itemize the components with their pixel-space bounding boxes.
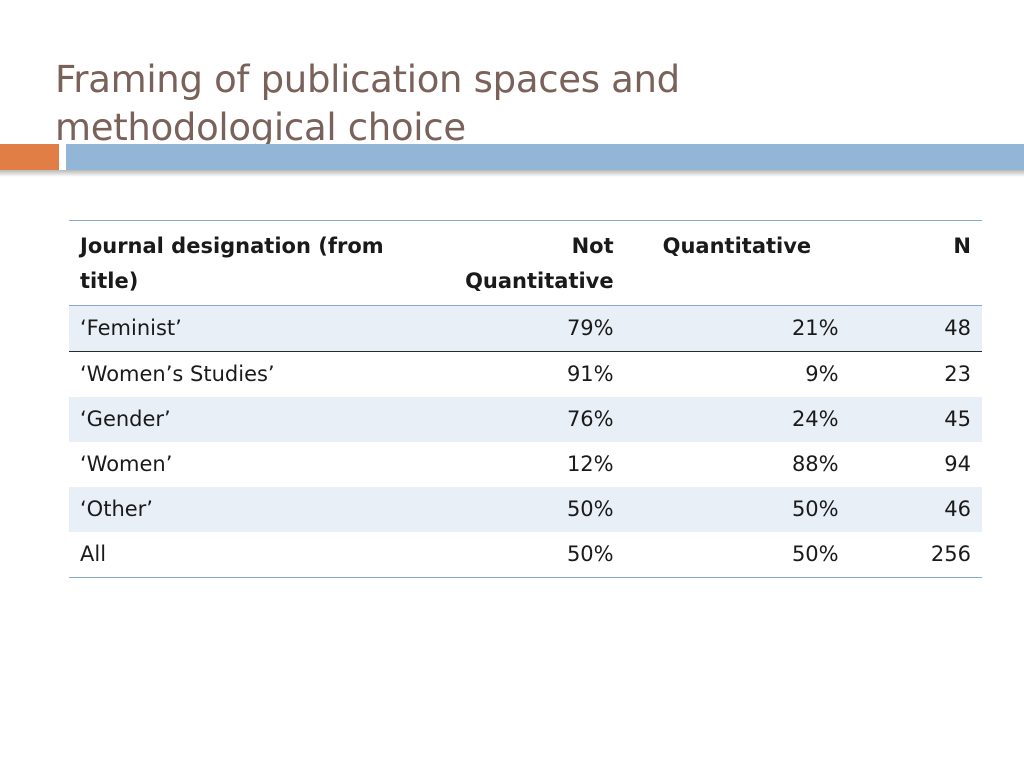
- cell-not-quantitative: 50%: [407, 487, 625, 532]
- cell-designation: ‘Feminist’: [69, 305, 408, 352]
- table-row: All 50% 50% 256: [69, 532, 982, 578]
- results-table: Journal designation (from title) Not Qua…: [69, 220, 982, 578]
- cell-not-quantitative: 79%: [407, 305, 625, 352]
- cell-not-quantitative: 76%: [407, 397, 625, 442]
- accent-bar-orange: [0, 144, 59, 170]
- cell-quantitative: 88%: [791, 452, 839, 476]
- cell-n: 45: [849, 397, 982, 442]
- cell-n: 94: [944, 452, 971, 476]
- cell-n: 48: [849, 305, 982, 352]
- slide-title: Framing of publication spaces and method…: [55, 58, 680, 149]
- accent-bar-shadow: [0, 170, 1024, 177]
- cell-designation: ‘Women’s Studies’: [80, 362, 275, 386]
- table-row: ‘Women’s Studies’ 91% 9% 23: [69, 352, 982, 398]
- header-journal-designation: Journal designation (from title): [69, 220, 408, 306]
- header-quantitative: Quantitative: [624, 220, 850, 306]
- cell-designation: ‘Women’: [80, 452, 173, 476]
- cell-n: 23: [944, 362, 971, 386]
- cell-quantitative: 21%: [624, 305, 850, 352]
- cell-quantitative: 50%: [624, 487, 850, 532]
- table-row: ‘Other’ 50% 50% 46: [69, 487, 982, 532]
- cell-quantitative: 24%: [624, 397, 850, 442]
- table-row: ‘Gender’ 76% 24% 45: [69, 397, 982, 442]
- cell-quantitative: 9%: [805, 362, 839, 386]
- table-header-row: Journal designation (from title) Not Qua…: [69, 220, 982, 306]
- cell-n: 256: [849, 532, 982, 578]
- cell-not-quantitative: 50%: [407, 532, 625, 578]
- cell-designation: ‘Gender’: [69, 397, 408, 442]
- cell-quantitative: 50%: [624, 532, 850, 578]
- header-not-quantitative: Not Quantitative: [407, 220, 625, 306]
- cell-designation: ‘Other’: [69, 487, 408, 532]
- cell-not-quantitative: 91%: [566, 362, 614, 386]
- cell-n: 46: [849, 487, 982, 532]
- table-row: ‘Feminist’ 79% 21% 48: [69, 305, 982, 352]
- accent-bar-blue: [66, 144, 1024, 170]
- cell-not-quantitative: 12%: [566, 452, 614, 476]
- table-row: ‘Women’ 12% 88% 94: [69, 442, 982, 487]
- cell-designation: All: [69, 532, 408, 578]
- header-n: N: [849, 220, 982, 306]
